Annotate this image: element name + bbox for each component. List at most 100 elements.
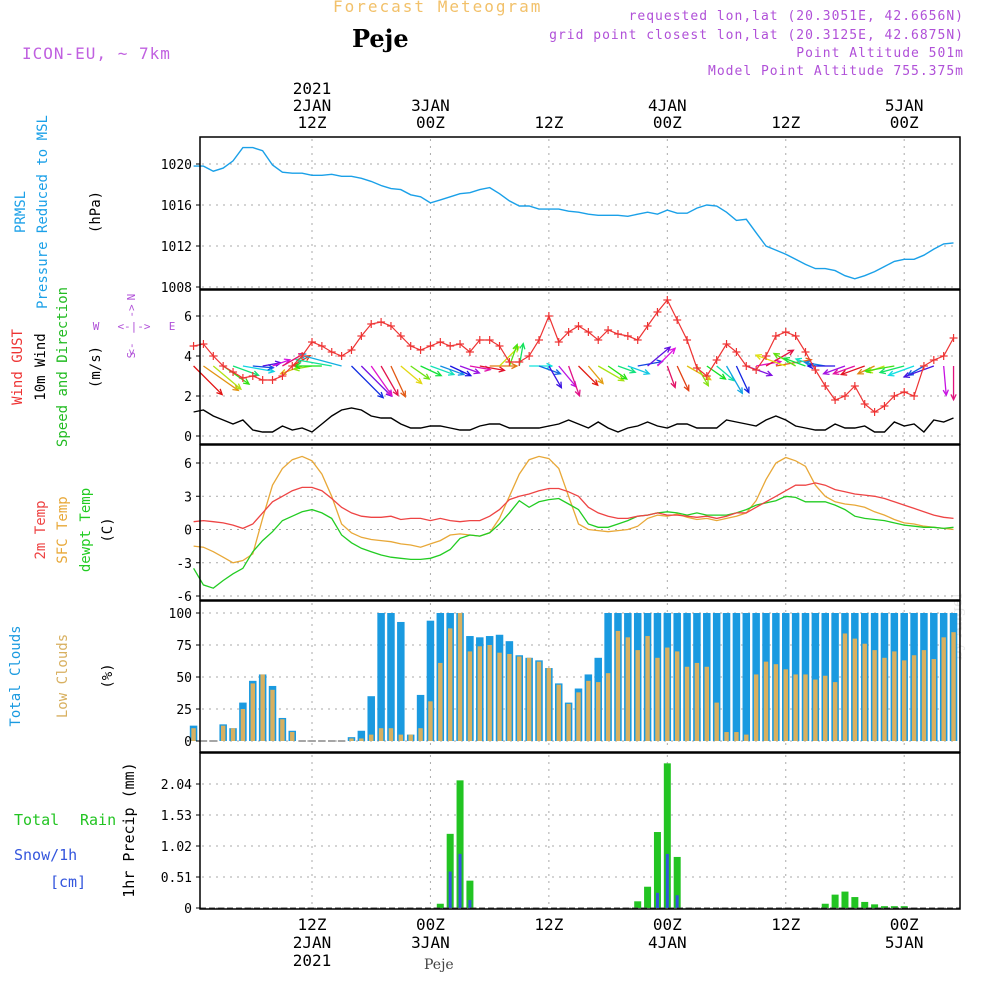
arrow-head bbox=[719, 373, 727, 380]
arrow-head bbox=[435, 370, 443, 377]
arrow-shaft bbox=[656, 347, 676, 367]
wind-direction-arrow bbox=[420, 365, 443, 377]
arrow-head bbox=[737, 387, 744, 395]
y-tick-label: 4 bbox=[184, 350, 192, 365]
compass-east: E bbox=[169, 320, 176, 333]
arrow-head bbox=[887, 370, 895, 377]
x-tick-label-top: 3JAN bbox=[411, 96, 450, 115]
gust-marker bbox=[831, 396, 840, 404]
grid-lines bbox=[202, 139, 958, 909]
compass-south-arrow: <- bbox=[125, 342, 138, 355]
gust-marker bbox=[939, 352, 948, 360]
wind-gust-label: Wind GUST bbox=[10, 329, 26, 405]
station-name: Peje bbox=[352, 24, 409, 53]
low-cloud-bar bbox=[240, 709, 246, 741]
wind-direction-arrow bbox=[252, 364, 275, 371]
gust-marker bbox=[199, 340, 208, 348]
rain-bar bbox=[821, 903, 829, 908]
arrow-shaft bbox=[907, 365, 925, 376]
low-cloud-bar bbox=[655, 657, 660, 741]
x-tick-label-top: 4JAN bbox=[648, 96, 687, 115]
arrow-head bbox=[392, 389, 399, 397]
gust-marker bbox=[584, 328, 593, 336]
arrow-head bbox=[597, 377, 604, 385]
wind-direction-arrow bbox=[430, 365, 456, 376]
arrow-shaft bbox=[351, 365, 384, 399]
low-cloud-bar bbox=[556, 684, 561, 741]
wind-unit-label: (m/s) bbox=[88, 346, 104, 388]
arrow-shaft bbox=[706, 365, 726, 380]
gust-marker bbox=[692, 364, 701, 372]
total-cloud-bar bbox=[377, 613, 385, 741]
wind-direction-arrow bbox=[587, 365, 604, 385]
wind-direction-arrow bbox=[656, 347, 677, 367]
total-rain-label-total: Total bbox=[14, 811, 59, 829]
low-cloud-bar bbox=[438, 662, 443, 741]
arrow-shaft bbox=[823, 365, 846, 375]
arrow-shaft bbox=[360, 365, 392, 397]
low-cloud-bar bbox=[605, 673, 611, 741]
gust-marker bbox=[574, 322, 583, 330]
arrow-head bbox=[782, 356, 791, 363]
rain-bar bbox=[653, 832, 661, 908]
arrow-shaft bbox=[568, 365, 581, 396]
snow-bar bbox=[655, 892, 659, 908]
wind-direction-arrow bbox=[597, 365, 625, 382]
gust-marker bbox=[475, 336, 484, 344]
arrow-head bbox=[669, 347, 677, 355]
arrow-head bbox=[839, 369, 848, 376]
low-cloud-bar bbox=[911, 655, 917, 741]
arrow-head bbox=[283, 358, 292, 365]
gust-marker bbox=[327, 348, 336, 356]
low-cloud-bar bbox=[872, 650, 877, 741]
rain-bar bbox=[890, 906, 898, 908]
low-cloud-bar bbox=[586, 680, 591, 741]
gust-marker bbox=[505, 358, 514, 366]
low-cloud-bar bbox=[852, 638, 858, 741]
arrow-shaft bbox=[716, 365, 735, 382]
gust-marker bbox=[308, 338, 316, 346]
x-tick-label-top: 12Z bbox=[534, 113, 563, 132]
wind-direction-arrow bbox=[578, 365, 599, 387]
gust-marker bbox=[840, 392, 849, 400]
low-cloud-bar bbox=[487, 645, 492, 741]
arrow-head bbox=[902, 372, 911, 379]
gust-marker bbox=[495, 342, 504, 350]
panel-frame bbox=[199, 289, 961, 445]
low-cloud-bar bbox=[517, 656, 522, 741]
sfc-temp-line bbox=[193, 455, 954, 564]
chart-title: Forecast Meteogram bbox=[333, 0, 543, 16]
low-cloud-bar bbox=[418, 728, 423, 741]
arrow-shaft bbox=[300, 354, 342, 367]
arrow-head bbox=[754, 353, 763, 360]
arrow-shaft bbox=[558, 365, 577, 388]
pressure-label-msl: Pressure Reduced to MSL bbox=[35, 115, 51, 309]
x-tick-label-top: 5JAN bbox=[885, 96, 924, 115]
temperature-panel bbox=[193, 455, 954, 589]
arrow-shaft bbox=[430, 365, 455, 376]
wind-direction-arrow bbox=[193, 365, 224, 396]
arrow-head bbox=[267, 364, 275, 371]
arrow-shaft bbox=[272, 359, 291, 367]
arrow-head bbox=[216, 388, 224, 396]
y-tick-label: -3 bbox=[176, 557, 192, 572]
wind-gust-line bbox=[193, 298, 955, 413]
low-cloud-bar bbox=[398, 734, 404, 741]
x-tick-label-top: 12Z bbox=[771, 113, 800, 132]
arrow-shaft bbox=[783, 357, 806, 367]
wind-direction-arrow bbox=[479, 365, 506, 373]
requested-coordinates: requested lon,lat (20.3051E, 42.6656N) bbox=[628, 9, 964, 24]
gust-marker bbox=[386, 322, 395, 330]
wind-direction-arrow bbox=[950, 366, 957, 402]
wind-speed-line bbox=[193, 407, 954, 433]
arrow-head bbox=[447, 369, 456, 376]
arrow-shaft bbox=[755, 354, 786, 367]
x-tick-label-bottom: 00Z bbox=[890, 915, 919, 934]
arrow-head bbox=[415, 377, 423, 385]
arrow-head bbox=[787, 349, 795, 356]
arrow-head bbox=[794, 357, 803, 364]
total-cloud-bar bbox=[722, 613, 731, 741]
total-cloud-bar bbox=[742, 613, 751, 741]
pressure-panel bbox=[193, 146, 954, 280]
